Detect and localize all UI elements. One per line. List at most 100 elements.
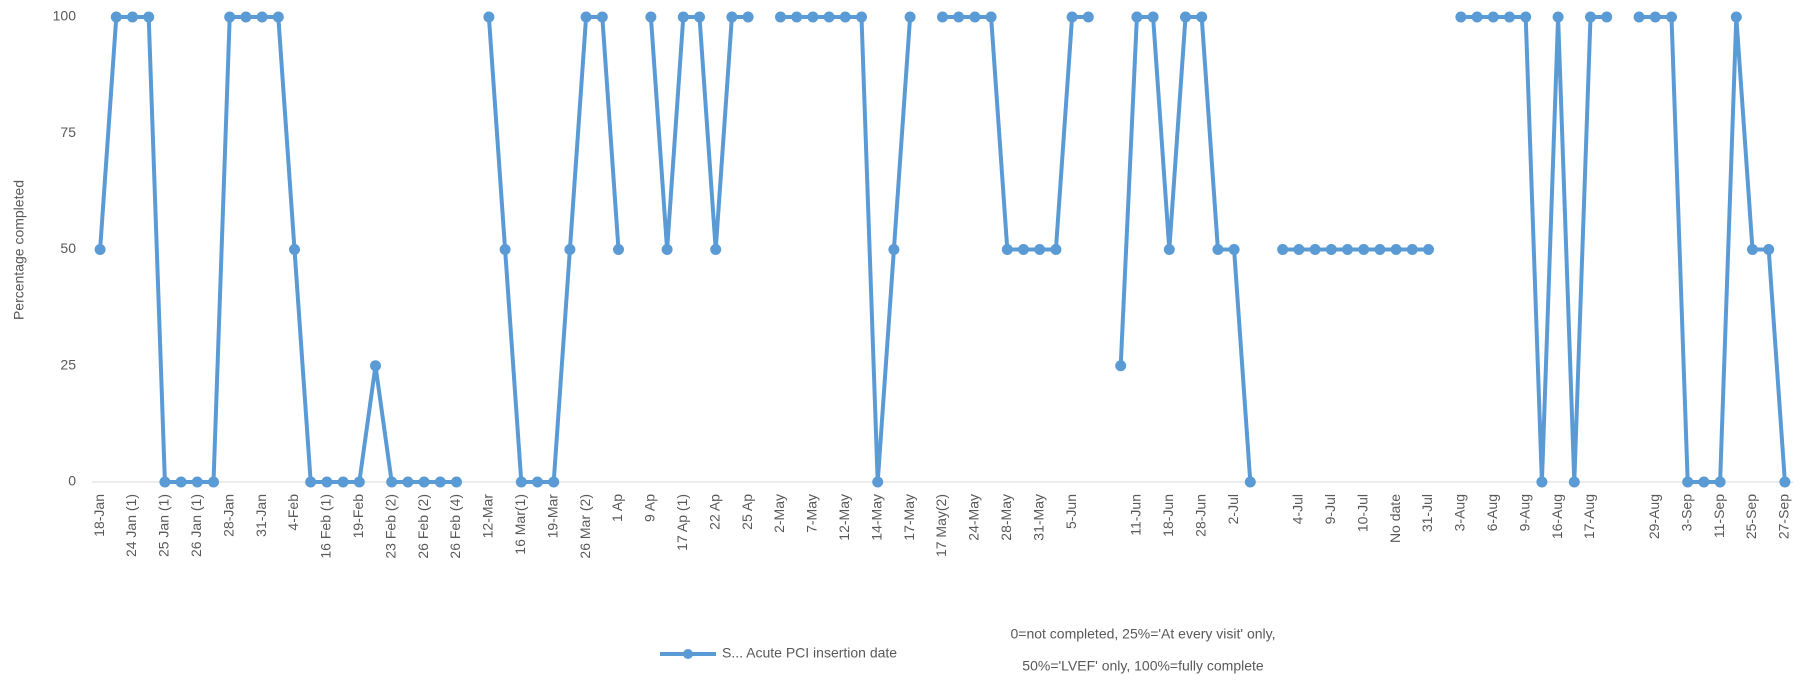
x-tick-label: 1 Ap bbox=[609, 494, 625, 522]
series-marker bbox=[775, 11, 786, 23]
y-tick-label: 0 bbox=[68, 473, 76, 489]
x-tick-label: 24-May bbox=[966, 494, 982, 541]
series-marker bbox=[1212, 244, 1224, 255]
series-marker bbox=[564, 244, 576, 255]
x-tick-label: 31-Jul bbox=[1419, 494, 1435, 532]
x-tick-label: 2-May bbox=[771, 494, 787, 533]
y-tick-label: 50 bbox=[60, 240, 76, 256]
series-line bbox=[1639, 15, 1787, 484]
series-marker bbox=[1325, 244, 1337, 255]
x-tick-label: 29-Aug bbox=[1646, 494, 1662, 539]
series-marker bbox=[1374, 244, 1386, 255]
series-line bbox=[648, 15, 749, 252]
series-marker bbox=[1730, 11, 1742, 23]
series-marker bbox=[305, 476, 317, 488]
x-tick-label: 16-Aug bbox=[1549, 494, 1565, 539]
x-tick-label: 18-Jan bbox=[91, 494, 107, 537]
x-tick-label: 6-Aug bbox=[1484, 494, 1500, 531]
series-marker bbox=[694, 11, 705, 23]
x-tick-label: 19-Mar bbox=[544, 494, 560, 539]
series-marker bbox=[321, 476, 333, 488]
x-tick-label: 16 Mar(1) bbox=[512, 494, 528, 555]
x-tick-label: 23 Feb (2) bbox=[382, 494, 398, 559]
series-marker bbox=[1406, 244, 1418, 255]
series-marker bbox=[386, 476, 398, 488]
x-tick-label: 17-May bbox=[901, 494, 917, 541]
series-marker bbox=[1779, 476, 1791, 488]
x-tick-label: 26 Mar (2) bbox=[577, 494, 593, 559]
x-tick-label: 17-Aug bbox=[1581, 494, 1597, 539]
series-marker bbox=[289, 244, 300, 255]
series-marker bbox=[94, 244, 106, 255]
x-tick-label: 31-May bbox=[1030, 494, 1046, 541]
series-marker bbox=[1342, 244, 1353, 255]
x-tick-label: 19-Feb bbox=[350, 494, 366, 539]
series-marker bbox=[499, 244, 511, 255]
series-marker bbox=[1552, 11, 1564, 23]
x-tick-label: 18-Jun bbox=[1160, 494, 1176, 537]
series-marker bbox=[645, 11, 657, 23]
x-tick-label: 3-Aug bbox=[1452, 494, 1468, 531]
series-marker bbox=[483, 11, 495, 23]
series-marker bbox=[953, 11, 965, 23]
y-tick-label: 25 bbox=[60, 356, 76, 372]
y-axis-label: Percentage completed bbox=[11, 180, 27, 320]
series-marker bbox=[143, 11, 155, 23]
x-tick-label: 22 Ap bbox=[706, 494, 722, 530]
series-marker bbox=[1633, 11, 1645, 23]
series-marker bbox=[791, 11, 803, 23]
series-marker bbox=[823, 11, 835, 23]
series-marker bbox=[110, 11, 122, 23]
series-marker bbox=[370, 360, 381, 372]
series-marker bbox=[969, 11, 981, 23]
series-marker bbox=[1244, 476, 1256, 488]
series-marker bbox=[1196, 11, 1208, 23]
series-marker bbox=[1504, 11, 1515, 23]
series-marker bbox=[532, 476, 543, 488]
series-marker bbox=[1666, 11, 1677, 23]
series-marker bbox=[661, 244, 673, 255]
series-marker bbox=[337, 476, 349, 488]
series-marker bbox=[1698, 476, 1710, 488]
series-line bbox=[98, 15, 457, 484]
x-tick-label: 7-May bbox=[804, 494, 820, 533]
series-marker bbox=[208, 476, 219, 488]
x-tick-label: 26 Feb (2) bbox=[415, 494, 431, 559]
series-marker bbox=[402, 476, 414, 488]
series-marker bbox=[1747, 244, 1758, 255]
series-marker bbox=[1487, 11, 1499, 23]
series-marker bbox=[1001, 244, 1013, 255]
x-tick-label: 9-Aug bbox=[1516, 494, 1532, 531]
series-marker bbox=[613, 244, 624, 255]
x-tick-label: 28-May bbox=[998, 494, 1014, 541]
series-marker bbox=[710, 244, 722, 255]
x-tick-label: 25 Ap bbox=[739, 494, 755, 530]
series-marker bbox=[1309, 244, 1321, 255]
series-marker bbox=[434, 476, 446, 488]
x-tick-label: 9 Ap bbox=[642, 494, 658, 522]
series-line bbox=[942, 15, 1089, 252]
series-marker bbox=[1050, 244, 1062, 255]
x-tick-label: 12-Mar bbox=[480, 494, 496, 539]
series-marker bbox=[1520, 11, 1532, 23]
x-tick-label: 25-Sep bbox=[1743, 494, 1759, 539]
x-tick-label: 17 Ap (1) bbox=[674, 494, 690, 551]
x-tick-label: 25 Jan (1) bbox=[156, 494, 172, 557]
series-marker bbox=[839, 11, 851, 23]
series-marker bbox=[1536, 476, 1548, 488]
legend-label: S... Acute PCI insertion date bbox=[722, 645, 897, 661]
series-marker bbox=[1228, 244, 1240, 255]
series-marker bbox=[1293, 244, 1305, 255]
x-tick-label: 26 Jan (1) bbox=[188, 494, 204, 557]
series-marker bbox=[1358, 244, 1370, 255]
series-marker bbox=[1131, 11, 1143, 23]
series-marker bbox=[1082, 11, 1094, 23]
x-tick-label: 9-Jul bbox=[1322, 494, 1338, 524]
x-tick-label: 5-Jun bbox=[1063, 494, 1079, 529]
series-marker bbox=[1034, 244, 1046, 255]
x-tick-label: 11-Jun bbox=[1128, 494, 1144, 536]
series-marker bbox=[1163, 244, 1175, 255]
series-marker bbox=[353, 476, 365, 488]
series-marker bbox=[1147, 11, 1159, 23]
